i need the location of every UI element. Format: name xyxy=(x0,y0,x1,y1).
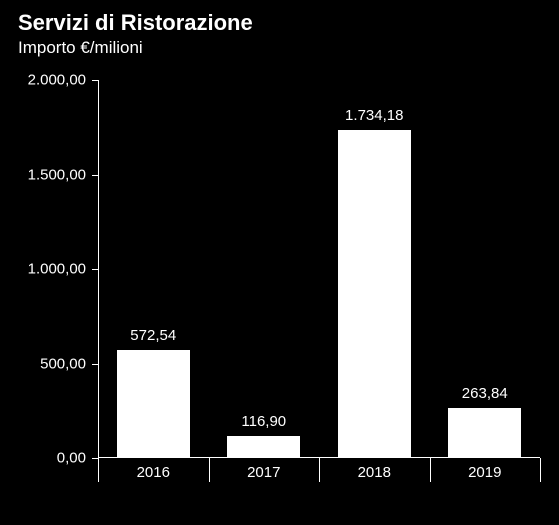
y-tick-label-4: 2.000,00 xyxy=(0,72,86,89)
chart-root: Servizi di Ristorazione Importo €/milion… xyxy=(0,0,559,525)
bar-label-2017: 116,90 xyxy=(241,413,286,430)
y-tick-label-1: 500,00 xyxy=(0,355,86,372)
x-sep-4 xyxy=(540,458,541,482)
y-tick-mark-2 xyxy=(92,269,98,270)
bar-label-2019: 263,84 xyxy=(462,385,508,402)
x-sep-3 xyxy=(430,458,431,482)
x-sep-1 xyxy=(209,458,210,482)
y-axis-line xyxy=(98,80,99,458)
y-tick-label-3: 1.500,00 xyxy=(0,166,86,183)
y-tick-label-0: 0,00 xyxy=(0,450,86,467)
bar-label-2016: 572,54 xyxy=(130,327,176,344)
y-tick-mark-0 xyxy=(92,458,98,459)
y-tick-mark-1 xyxy=(92,364,98,365)
y-tick-label-2: 1.000,00 xyxy=(0,261,86,278)
y-tick-mark-3 xyxy=(92,175,98,176)
chart-title: Servizi di Ristorazione xyxy=(18,10,253,36)
y-tick-mark-4 xyxy=(92,80,98,81)
x-cat-2017: 2017 xyxy=(247,464,280,481)
bar-2018 xyxy=(338,130,411,458)
x-cat-2018: 2018 xyxy=(358,464,391,481)
chart-subtitle: Importo €/milioni xyxy=(18,38,143,58)
x-cat-2019: 2019 xyxy=(468,464,501,481)
x-sep-2 xyxy=(319,458,320,482)
x-sep-0 xyxy=(98,458,99,482)
plot-area: 572,54 116,90 1.734,18 263,84 xyxy=(98,80,540,458)
x-cat-2016: 2016 xyxy=(137,464,170,481)
bar-label-2018: 1.734,18 xyxy=(345,107,403,124)
bar-2016 xyxy=(117,350,190,458)
bar-2019 xyxy=(448,408,521,458)
bar-2017 xyxy=(227,436,300,458)
